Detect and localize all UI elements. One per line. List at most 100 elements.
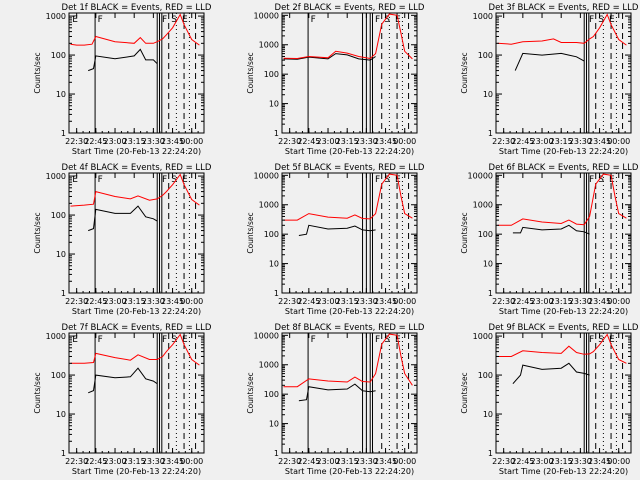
y-tick-label: 100 (51, 371, 66, 380)
x-tick-label: 23:00 (103, 297, 126, 306)
y-tick-label: 100 (478, 51, 493, 60)
plot-frame (68, 12, 205, 134)
region-label: F (589, 175, 594, 185)
y-tick-label: 1 (61, 449, 66, 458)
x-tick-label: 23:45 (374, 297, 397, 306)
y-tick-label: 1000 (46, 172, 66, 181)
lld-series-line (283, 13, 413, 60)
x-axis-label: Start Time (20-Feb-13 22:24:20) (285, 147, 414, 156)
y-tick-label: 10 (483, 90, 493, 99)
lld-series-line (70, 13, 200, 46)
y-tick-label: 1 (488, 289, 493, 298)
y-tick-label: 1000 (46, 12, 66, 21)
x-tick-label: 22:30 (65, 297, 88, 306)
lld-series-line (497, 333, 627, 364)
x-tick-label: 23:00 (103, 137, 126, 146)
x-tick-label: 23:30 (142, 297, 165, 306)
plot-frame (68, 332, 205, 454)
y-tick-label: 1 (274, 129, 279, 138)
y-axis-label: Counts/sec (33, 372, 42, 413)
x-tick-label: 23:45 (161, 137, 184, 146)
y-tick-label: 1000 (259, 41, 279, 50)
x-tick-label: 23:45 (588, 297, 611, 306)
detector-panel-9: Det 9f BLACK = Events, RED = LLD F S E 1 10 10… (460, 323, 639, 476)
region-label: S (384, 335, 390, 345)
lld-series-line (497, 173, 627, 226)
panel-title: Det 2f BLACK = Events, RED = LLD (275, 3, 425, 13)
x-tick-label: 23:45 (374, 137, 397, 146)
y-tick-label: 10 (483, 410, 493, 419)
events-series-line (88, 48, 158, 72)
x-tick-label: 22:30 (492, 297, 515, 306)
x-tick-label: 22:30 (492, 137, 515, 146)
plot-frame (68, 172, 205, 294)
x-tick-label: 23:00 (530, 137, 553, 146)
region-label: E (182, 175, 188, 185)
x-tick-label: 23:15 (336, 297, 359, 306)
events-series-line (298, 383, 376, 402)
y-axis-label: Counts/sec (246, 372, 255, 413)
y-tick-label: 1000 (473, 332, 493, 341)
y-axis-label: Counts/sec (460, 372, 469, 413)
y-tick-label: 10000 (254, 331, 279, 340)
x-tick-label: 23:30 (569, 297, 592, 306)
region-label: S (171, 15, 177, 25)
region-label: S (598, 15, 604, 25)
region-label: S (171, 175, 177, 185)
x-tick-label: 23:00 (530, 297, 553, 306)
x-tick-label: 22:45 (511, 297, 534, 306)
y-tick-label: 100 (264, 230, 279, 239)
lld-series-line (283, 173, 413, 221)
panel-title: Det 6f BLACK = Events, RED = LLD (489, 163, 639, 173)
x-tick-label: 23:30 (142, 137, 165, 146)
y-tick-label: 10 (483, 260, 493, 269)
region-label: E (72, 175, 78, 185)
panel-title: Det 1f BLACK = Events, RED = LLD (62, 3, 212, 13)
region-label: S (384, 175, 390, 185)
plot-frame (495, 172, 632, 294)
y-tick-label: 10000 (468, 171, 493, 180)
x-tick-label: 23:30 (142, 457, 165, 466)
x-tick-label: 23:45 (374, 457, 397, 466)
y-tick-label: 1 (61, 129, 66, 138)
x-tick-label: 23:00 (316, 137, 339, 146)
x-tick-label: 22:45 (297, 457, 320, 466)
x-tick-label: 00:00 (607, 137, 630, 146)
x-tick-label: 23:15 (123, 137, 146, 146)
y-tick-label: 1000 (259, 201, 279, 210)
x-axis-label: Start Time (20-Feb-13 22:24:20) (499, 307, 628, 316)
y-tick-label: 10 (269, 260, 279, 269)
x-tick-label: 22:45 (511, 457, 534, 466)
lld-series-line (283, 333, 413, 388)
region-label: E (609, 335, 615, 345)
y-axis-label: Counts/sec (460, 52, 469, 93)
region-label: F (375, 335, 380, 345)
events-series-line (512, 362, 590, 385)
x-tick-label: 22:45 (84, 297, 107, 306)
x-tick-label: 00:00 (607, 457, 630, 466)
region-label: F (589, 335, 594, 345)
x-tick-label: 22:45 (84, 137, 107, 146)
x-tick-label: 23:45 (161, 457, 184, 466)
events-series-line (298, 224, 376, 236)
events-series-line (512, 224, 590, 235)
x-tick-label: 23:30 (355, 457, 378, 466)
y-axis-label: Counts/sec (246, 52, 255, 93)
y-tick-label: 100 (51, 211, 66, 220)
x-tick-label: 23:45 (588, 137, 611, 146)
plot-frame (495, 332, 632, 454)
x-tick-label: 00:00 (393, 297, 416, 306)
x-tick-label: 00:00 (180, 137, 203, 146)
x-axis-label: Start Time (20-Feb-13 22:24:20) (72, 467, 201, 476)
x-tick-label: 22:45 (84, 457, 107, 466)
events-series-line (88, 205, 158, 232)
events-series-line (88, 367, 158, 394)
region-label: S (598, 335, 604, 345)
panel-title: Det 7f BLACK = Events, RED = LLD (62, 323, 212, 333)
y-tick-label: 100 (478, 371, 493, 380)
x-tick-label: 22:45 (297, 297, 320, 306)
